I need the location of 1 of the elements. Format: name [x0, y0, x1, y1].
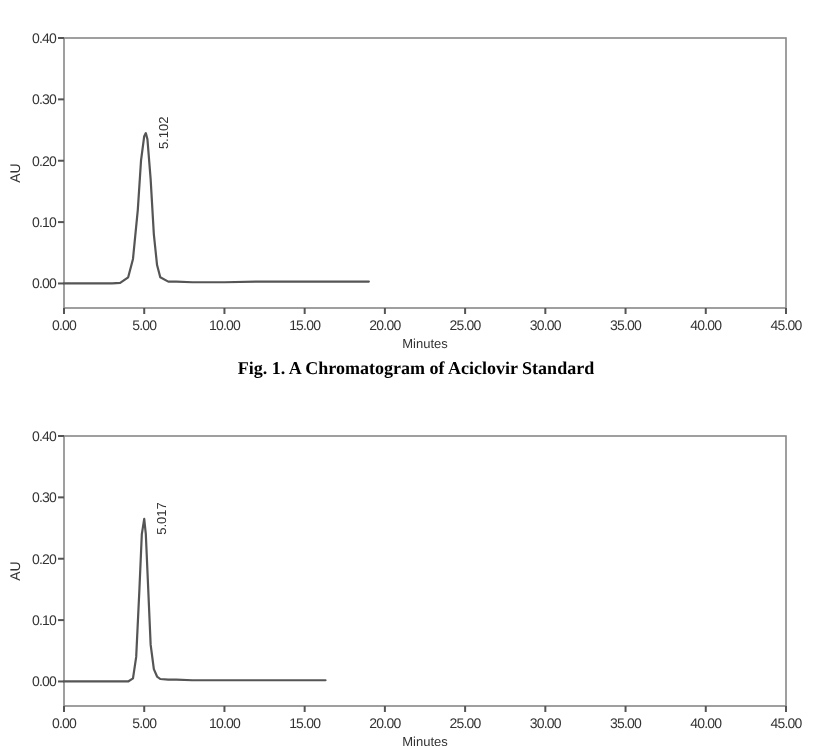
caption: Fig. 1. A Chromatogram of Aciclovir Standard — [237, 358, 595, 378]
